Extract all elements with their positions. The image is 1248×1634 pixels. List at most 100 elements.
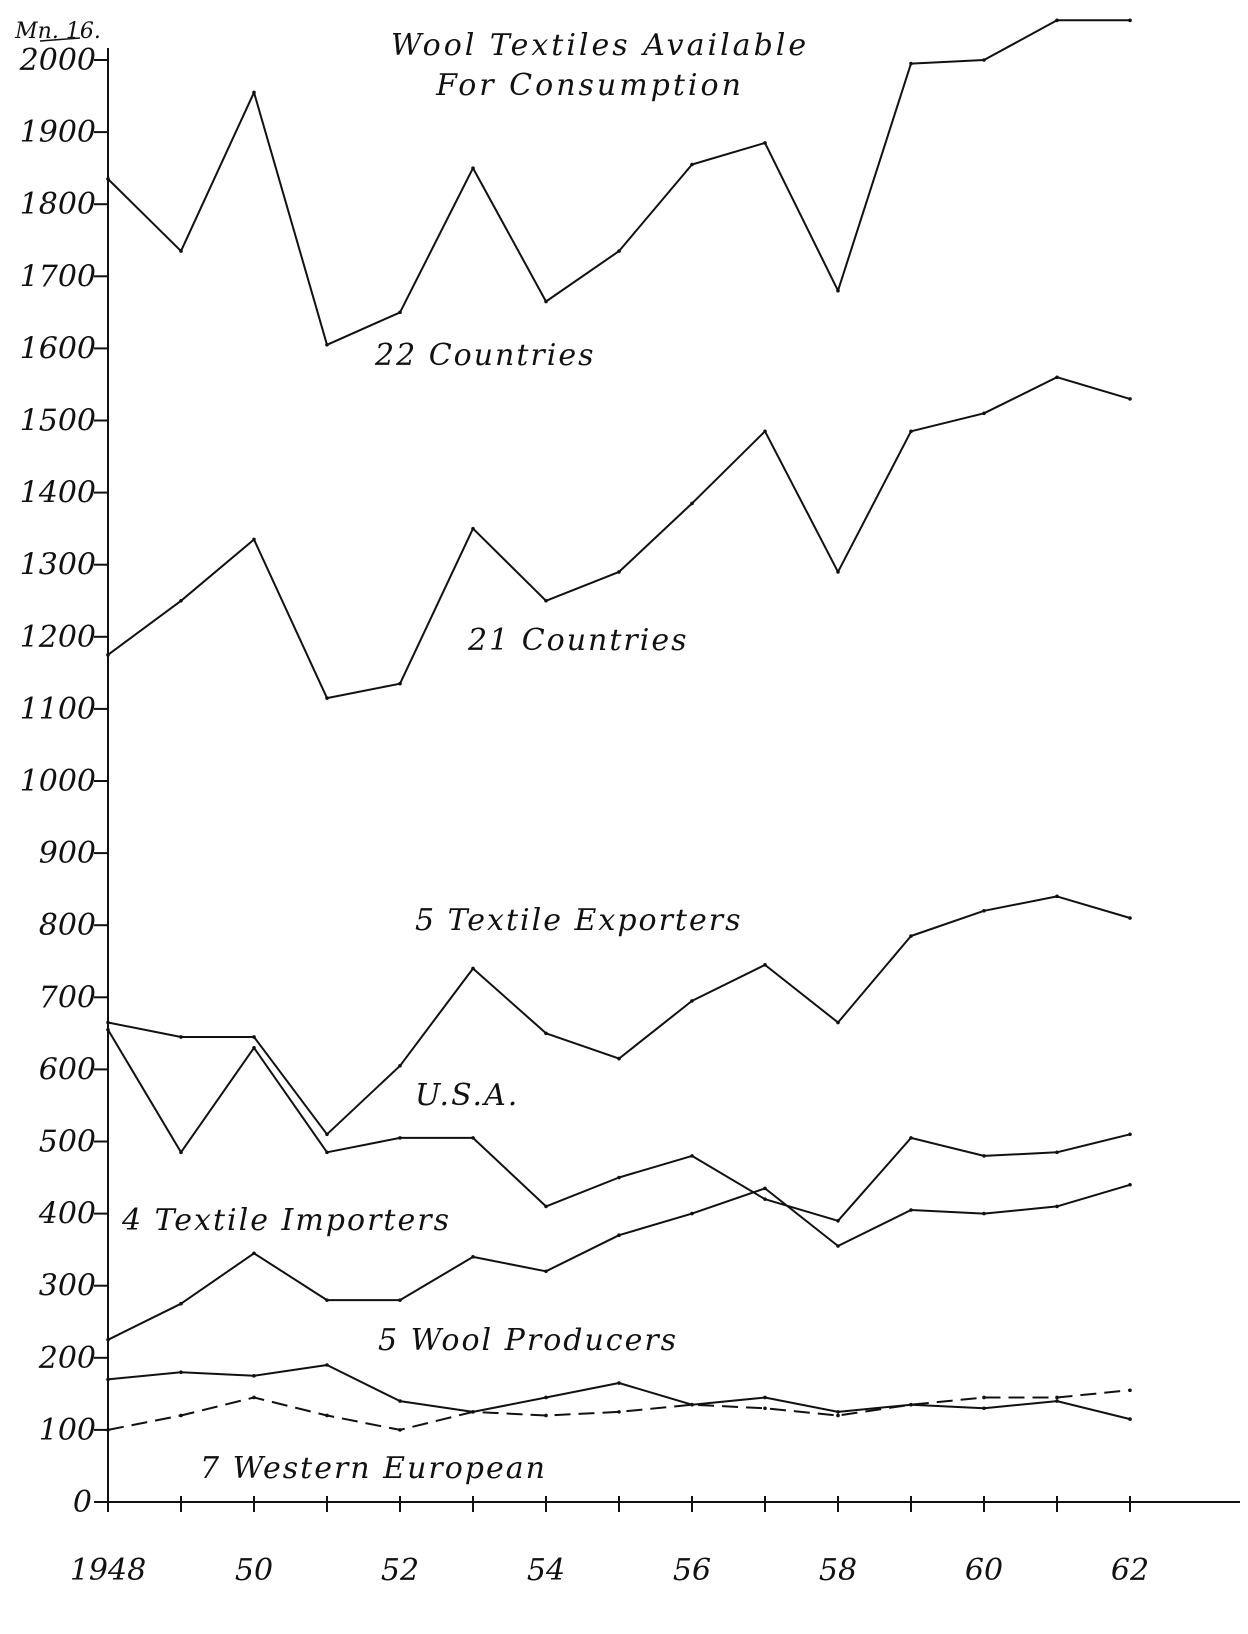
data-point: [617, 1175, 621, 1180]
data-point: [690, 999, 694, 1003]
y-tick-label: 1300: [20, 548, 96, 583]
x-tick-label: 62: [1111, 1553, 1149, 1588]
data-point: [544, 1269, 548, 1274]
axes: [107, 48, 1240, 1503]
data-point: [690, 1154, 694, 1158]
data-point: [106, 653, 110, 657]
y-tick-label: 1200: [20, 620, 96, 655]
y-tick-label: 100: [39, 1413, 96, 1448]
data-point: [1128, 1182, 1132, 1187]
chart-title-line-2: For Consumption: [435, 68, 744, 103]
data-point: [1055, 1399, 1059, 1403]
data-point: [398, 1136, 402, 1140]
y-tick-label: 1500: [20, 404, 96, 439]
data-point: [179, 1035, 183, 1039]
data-point: [763, 141, 767, 145]
data-point: [1128, 18, 1132, 23]
x-tick-label: 60: [965, 1553, 1003, 1588]
data-point: [252, 1251, 256, 1256]
data-point: [1055, 1395, 1059, 1400]
data-point: [398, 310, 402, 315]
data-point: [106, 1337, 110, 1342]
data-point: [252, 1045, 256, 1050]
y-tick-label: 1600: [20, 331, 96, 366]
data-point: [617, 1410, 621, 1414]
y-tick-label: 1900: [20, 115, 96, 150]
data-point: [544, 1413, 548, 1418]
data-point: [398, 681, 402, 686]
x-tick-label: 54: [527, 1553, 565, 1588]
data-point: [690, 1402, 694, 1407]
data-point: [179, 249, 183, 253]
data-point: [763, 1186, 767, 1191]
data-point: [544, 1395, 548, 1400]
data-point: [690, 501, 694, 506]
data-point: [836, 1219, 840, 1223]
x-tick-label: 52: [381, 1553, 419, 1588]
y-tick-label: 900: [39, 836, 96, 871]
data-point: [617, 1381, 621, 1385]
data-point: [836, 570, 840, 574]
data-point: [836, 288, 840, 293]
data-point: [617, 249, 621, 253]
data-point: [909, 61, 913, 66]
data-point: [763, 1197, 767, 1201]
data-point: [836, 1244, 840, 1248]
data-point: [471, 1255, 475, 1259]
series-label: 5 Textile Exporters: [415, 903, 742, 938]
data-point: [1128, 1132, 1132, 1137]
data-point: [909, 1136, 913, 1140]
series-line-7-western-european: [107, 1389, 1131, 1431]
data-point: [106, 177, 110, 181]
y-tick-label: 1700: [20, 259, 96, 294]
y-tick-label: 700: [39, 980, 96, 1015]
data-point: [252, 537, 256, 542]
data-point: [982, 411, 986, 416]
data-point: [690, 162, 694, 167]
data-point: [1055, 1150, 1059, 1155]
data-point: [325, 1363, 329, 1367]
data-point: [471, 1136, 475, 1140]
series-label: 21 Countries: [467, 623, 689, 658]
data-point: [763, 1406, 767, 1411]
data-point: [690, 1211, 694, 1216]
data-point: [252, 1395, 256, 1400]
data-point: [836, 1410, 840, 1414]
data-point: [398, 1428, 402, 1432]
chart-title: Wool Textiles Available For Consumption: [391, 28, 806, 103]
series-label: 22 Countries: [374, 338, 596, 373]
data-point: [982, 908, 986, 913]
x-tick-label: 1948: [70, 1553, 146, 1588]
data-point: [836, 1413, 840, 1418]
data-point: [1128, 1388, 1132, 1393]
data-point: [471, 1410, 475, 1414]
data-point: [909, 429, 913, 434]
data-point: [763, 963, 767, 967]
data-point: [544, 1031, 548, 1036]
data-point: [1055, 894, 1059, 899]
data-point: [325, 1413, 329, 1418]
series-labels: 22 Countries 21 Countries 5 Textile Export…: [121, 338, 742, 1486]
data-point: [325, 342, 329, 347]
data-point: [106, 1377, 110, 1382]
data-point: [1128, 916, 1132, 920]
y-tick-label: 400: [38, 1197, 96, 1232]
data-point: [398, 1298, 402, 1302]
data-point: [1055, 375, 1059, 380]
data-point: [836, 1020, 840, 1025]
data-point: [763, 1395, 767, 1400]
data-point: [106, 1020, 110, 1025]
x-tick-label: 56: [673, 1553, 711, 1588]
data-point: [909, 1208, 913, 1212]
data-point: [1128, 397, 1132, 401]
data-point: [1055, 1204, 1059, 1209]
data-point: [471, 166, 475, 170]
data-point: [179, 1413, 183, 1418]
series-label: 7 Western European: [200, 1451, 547, 1486]
data-point: [179, 598, 183, 603]
data-point: [106, 1027, 110, 1032]
y-tick-label: 600: [39, 1052, 96, 1087]
data-point: [471, 966, 475, 971]
data-point: [398, 1399, 402, 1403]
